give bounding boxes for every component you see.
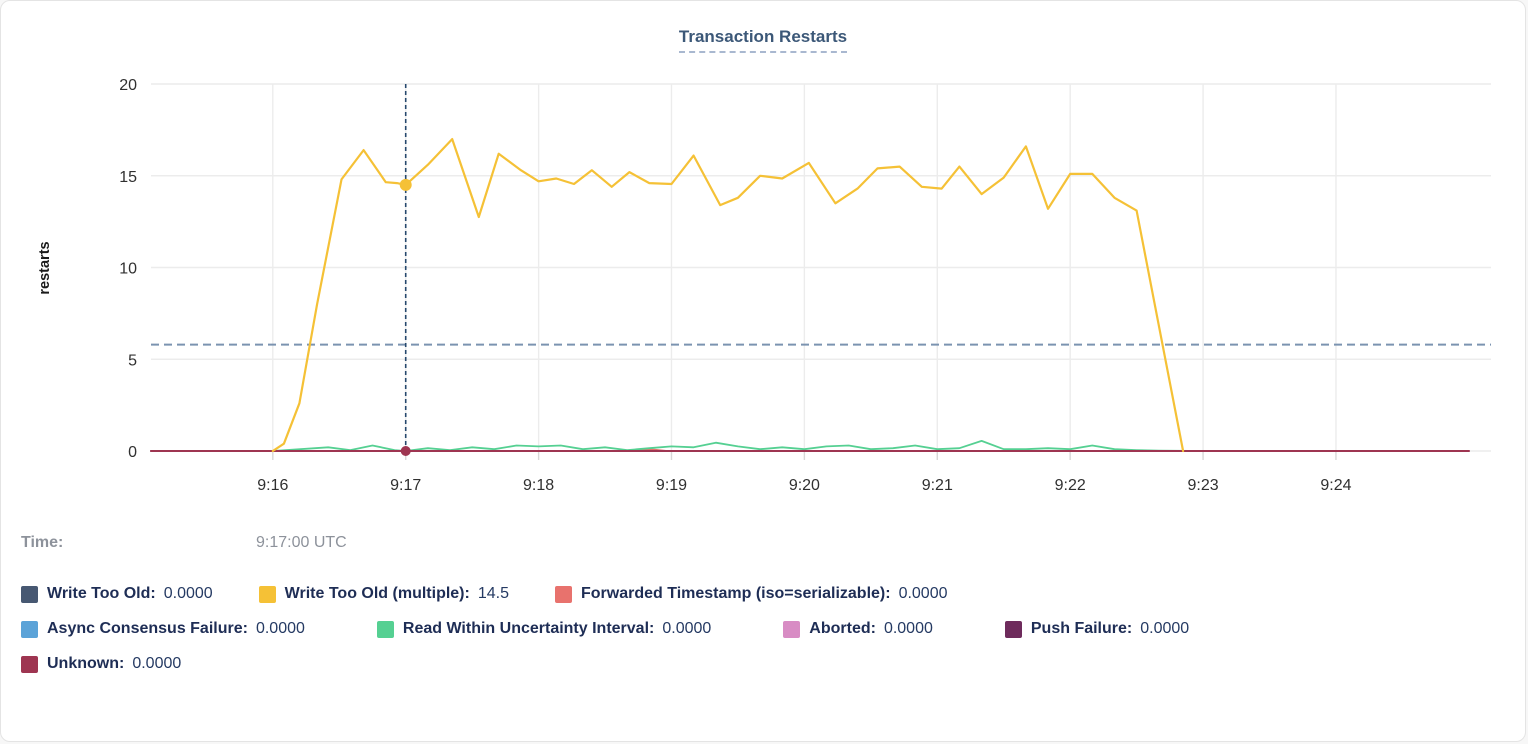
legend-swatch xyxy=(554,585,572,603)
x-tick-label: 9:22 xyxy=(1055,477,1086,494)
legend-series-value: 0.0000 xyxy=(255,620,305,637)
x-tick-label: 9:24 xyxy=(1320,477,1351,494)
legend-series-label: Write Too Old (multiple): xyxy=(284,585,470,602)
y-axis-label: restarts xyxy=(37,241,53,294)
x-tick-label: 9:18 xyxy=(523,477,554,494)
cursor-dot xyxy=(400,446,411,456)
legend-series-label: Read Within Uncertainty Interval: xyxy=(402,620,655,637)
line-chart-plot-area[interactable]: 0 5 10 15 20 9:16 9:17 9:18 9:19 9:20 9:21 9:22 9:23… xyxy=(1,1,1526,513)
x-tick-label: 9:19 xyxy=(656,477,687,494)
legend-item: Aborted: 0.0000 xyxy=(783,620,933,638)
legend-series-label: Unknown: xyxy=(47,655,125,672)
legend-swatch xyxy=(21,585,38,603)
legend-series-value: 0.0000 xyxy=(662,620,712,637)
series-line xyxy=(271,138,1185,453)
y-tick-label: 15 xyxy=(119,169,137,186)
chart-title-text[interactable]: Transaction Restarts xyxy=(678,27,848,53)
legend-item: Push Failure: 0.0000 xyxy=(1004,620,1190,638)
legend-swatch xyxy=(21,620,38,638)
legend-series-value: 0.0000 xyxy=(163,585,213,602)
x-tick-label: 9:16 xyxy=(257,477,288,494)
legend-series-label: Push Failure: xyxy=(1030,620,1133,637)
legend-item: Read Within Uncertainty Interval: 0.0000 xyxy=(376,620,712,638)
legend-item: Write Too Old (multiple): 14.5 xyxy=(258,585,509,603)
legend-swatch xyxy=(258,585,276,603)
legend-series-label: Aborted: xyxy=(809,620,876,637)
legend-swatch xyxy=(376,620,394,638)
legend-swatch xyxy=(1004,620,1022,638)
legend-series-label: Forwarded Timestamp (iso=serializable): xyxy=(580,585,891,602)
x-tick-label: 9:17 xyxy=(390,477,421,494)
series-line xyxy=(271,439,1204,452)
cursor-dot xyxy=(399,178,412,191)
legend-swatch xyxy=(21,655,38,673)
legend-swatch xyxy=(783,620,801,638)
legend-item: Write Too Old: 0.0000 xyxy=(21,585,213,603)
y-tick-label: 5 xyxy=(128,352,137,369)
legend-series-value: 0.0000 xyxy=(898,585,948,602)
legend-series-value: 0.0000 xyxy=(883,620,933,637)
legend-item: Unknown: 0.0000 xyxy=(21,655,181,673)
legend-series-value: 0.0000 xyxy=(132,655,182,672)
legend-item: Forwarded Timestamp (iso=serializable): 0… xyxy=(554,585,948,603)
x-tick-label: 9:20 xyxy=(789,477,820,494)
legend-series-label: Async Consensus Failure: xyxy=(47,620,248,637)
legend-row: Unknown: 0.0000 xyxy=(21,655,1513,673)
time-value: 9:17:00 UTC xyxy=(256,534,347,551)
y-tick-label: 10 xyxy=(119,261,137,278)
chart-legend: Write Too Old: 0.0000 Write Too Old (multi… xyxy=(21,585,1513,690)
x-tick-label: 9:21 xyxy=(922,477,953,494)
y-tick-label: 0 xyxy=(128,444,137,461)
legend-row: Write Too Old: 0.0000 Write Too Old (multi… xyxy=(21,585,1513,603)
legend-item: Async Consensus Failure: 0.0000 xyxy=(21,620,305,638)
y-tick-label: 20 xyxy=(119,77,137,94)
hover-time-readout: Time: 9:17:00 UTC xyxy=(21,534,347,552)
legend-series-value: 14.5 xyxy=(477,585,509,602)
x-tick-label: 9:23 xyxy=(1187,477,1218,494)
chart-title: Transaction Restarts xyxy=(1,27,1525,53)
legend-series-value: 0.0000 xyxy=(1140,620,1190,637)
time-label: Time: xyxy=(21,534,64,551)
legend-series-label: Write Too Old: xyxy=(47,585,156,602)
legend-row: Async Consensus Failure: 0.0000 Read Withi… xyxy=(21,620,1513,638)
